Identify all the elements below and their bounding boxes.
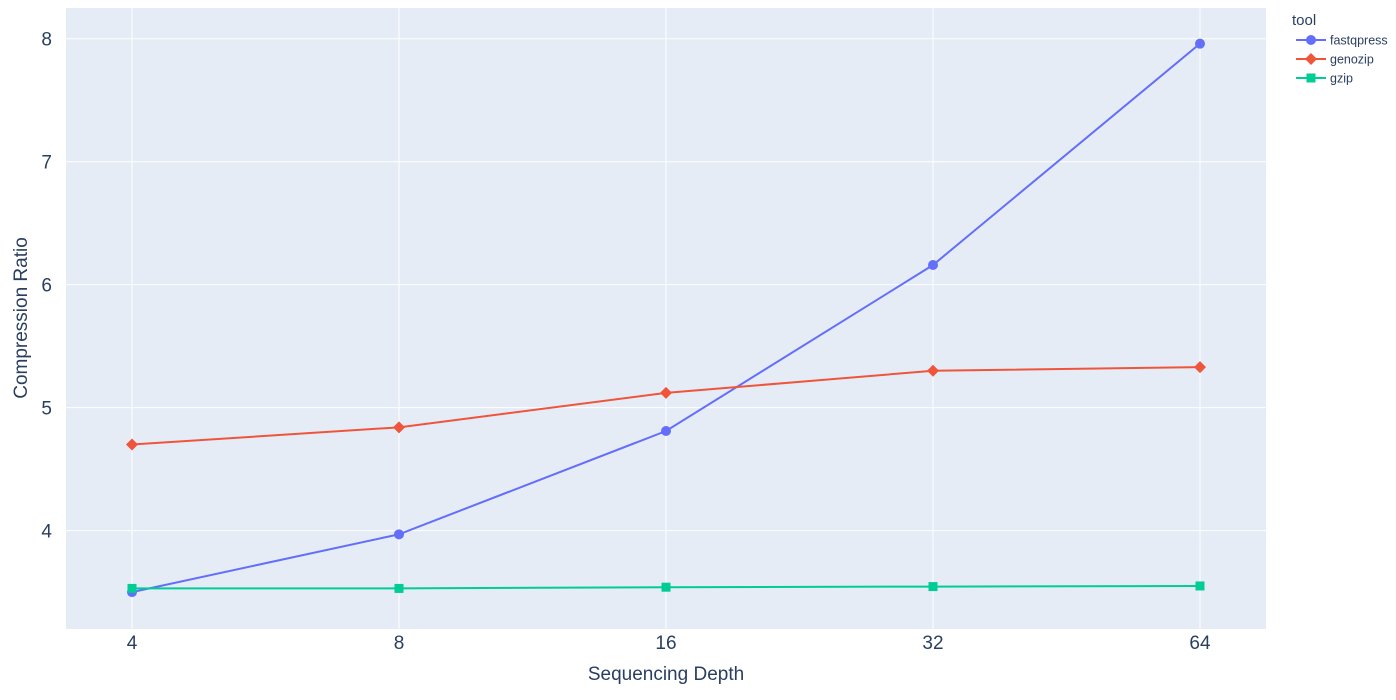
series-layer [126,38,1206,598]
data-point-gzip[interactable] [928,582,938,592]
legend-title: tool [1292,12,1316,29]
data-point-gzip[interactable] [661,582,671,592]
data-point-genozip[interactable] [393,421,405,434]
data-point-fastqpress[interactable] [928,260,938,271]
x-tick-label: 16 [655,633,676,654]
series-genozip [126,361,1206,451]
legend-marker-genozip[interactable] [1305,53,1317,65]
x-axis-title: Sequencing Depth [588,664,744,685]
x-tick-label: 32 [922,633,943,654]
legend-item-gzip[interactable]: gzip [1296,72,1353,86]
y-tick-label: 4 [41,522,52,543]
data-point-fastqpress[interactable] [394,529,404,540]
legend-label: genozip [1330,53,1374,67]
data-point-gzip[interactable] [1195,581,1205,591]
y-tick-label: 7 [41,153,52,174]
y-tick-label: 5 [41,399,52,420]
y-axis-title: Compression Ratio [11,237,32,399]
data-point-gzip[interactable] [127,583,137,593]
legend-label: fastqpress [1330,34,1388,48]
x-tick-label: 8 [394,633,405,654]
legend[interactable]: tool fastqpress genozip gzip [1292,12,1388,86]
legend-item-genozip[interactable]: genozip [1296,53,1374,67]
data-point-fastqpress[interactable] [1195,38,1205,49]
series-fastqpress [127,38,1205,598]
x-tick-label: 4 [127,633,138,654]
x-axis-ticks: 4 8 16 32 64 [127,633,1211,654]
legend-marker-gzip[interactable] [1306,73,1316,83]
data-point-fastqpress[interactable] [661,426,671,437]
data-point-genozip[interactable] [927,364,939,377]
y-axis-ticks: 4 5 6 7 8 [41,30,52,543]
y-tick-label: 6 [41,276,52,297]
gridlines [66,8,1266,629]
data-point-genozip[interactable] [1194,361,1206,374]
legend-marker-fastqpress[interactable] [1306,35,1316,45]
data-point-genozip[interactable] [660,386,672,399]
legend-label: gzip [1330,72,1353,86]
data-point-genozip[interactable] [126,438,138,451]
y-tick-label: 8 [41,30,52,51]
data-point-gzip[interactable] [394,583,404,593]
series-gzip [127,581,1205,593]
legend-item-fastqpress[interactable]: fastqpress [1296,34,1388,48]
x-tick-label: 64 [1189,633,1211,654]
